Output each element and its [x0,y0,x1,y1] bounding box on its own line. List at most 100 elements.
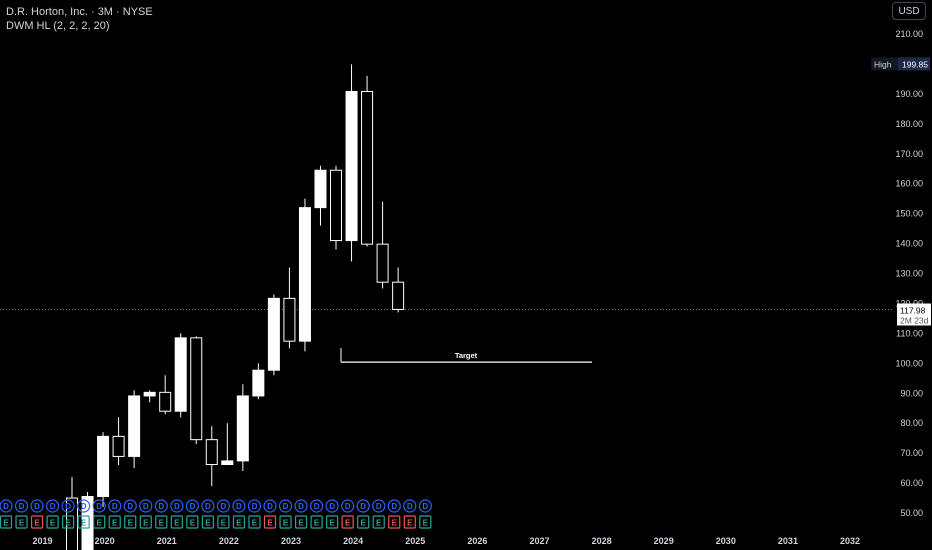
svg-text:D: D [329,502,335,511]
high-label: High [874,59,892,69]
svg-text:E: E [298,519,304,528]
earnings-marker[interactable]: E [201,515,214,529]
candle [236,384,249,472]
y-tick-label: 190.00 [895,89,923,99]
svg-text:D: D [205,502,211,511]
earnings-marker[interactable]: E [279,515,292,529]
candle-body [221,460,234,466]
candle-body [97,435,110,498]
dividend-marker[interactable]: D [216,499,231,513]
svg-text:D: D [407,502,413,511]
candle-body [205,439,218,466]
svg-text:E: E [423,519,429,528]
dividend-marker[interactable]: D [247,499,262,513]
svg-text:D: D [127,502,133,511]
x-tick-label: 2032 [840,536,860,546]
earnings-marker[interactable]: E [248,515,261,529]
candle-body [128,395,141,457]
dividend-marker[interactable]: D [108,499,122,513]
dividend-marker[interactable]: D [201,499,215,513]
dividend-marker[interactable]: D [278,499,293,513]
y-tick-label: 120.00 [895,298,923,308]
earnings-marker[interactable]: E [186,515,199,529]
earnings-marker[interactable]: E [326,515,339,529]
earnings-marker[interactable]: E [263,515,277,529]
dividend-marker[interactable]: D [356,499,370,513]
dividend-marker[interactable]: D [170,499,184,513]
svg-text:D: D [3,502,9,511]
earnings-marker[interactable]: E [217,515,230,529]
earnings-marker[interactable]: E [341,515,354,529]
earnings-marker[interactable]: E [170,515,183,529]
y-tick-label: 210.00 [895,29,923,39]
earnings-marker[interactable]: E [108,515,121,529]
svg-text:E: E [329,519,335,528]
earnings-marker[interactable]: E [372,515,385,529]
indicator-label[interactable]: DWM HL (2, 2, 2, 20) [6,20,110,32]
dividend-marker[interactable]: D [139,499,153,513]
dividend-marker[interactable]: D [0,499,13,513]
candle [221,423,234,466]
svg-text:E: E [361,519,367,528]
dividend-marker[interactable]: D [185,499,199,513]
earnings-marker[interactable]: E [232,515,246,529]
dividend-marker[interactable]: D [294,499,308,513]
earnings-marker[interactable]: E [30,515,44,529]
earnings-marker[interactable]: E [155,515,168,529]
earnings-marker[interactable]: E [93,515,106,529]
svg-text:E: E [190,519,196,528]
last-price-box [897,303,931,326]
currency-button[interactable]: USD [892,2,926,20]
candle [376,201,389,289]
earnings-marker[interactable]: E [403,515,416,529]
symbol-title[interactable]: D.R. Horton, Inc. · 3M · NYSE [6,6,153,18]
dividend-marker[interactable]: D [372,499,386,513]
earnings-marker[interactable]: E [0,515,13,529]
candle [392,267,405,313]
earnings-marker[interactable]: E [139,515,152,529]
candle [345,64,358,262]
dividend-marker[interactable]: D [403,499,417,513]
earnings-marker[interactable]: E [46,515,59,529]
dividend-marker[interactable]: D [263,499,277,513]
svg-text:D: D [112,502,118,511]
earnings-marker[interactable]: E [15,515,28,529]
earnings-marker[interactable]: E [388,515,401,529]
earnings-marker[interactable]: E [419,515,432,529]
last-price-value: 117.98 [900,305,926,315]
dividend-marker[interactable]: D [30,499,44,513]
dividend-marker[interactable]: D [232,499,246,513]
candle-body [252,369,265,397]
dividend-marker[interactable]: D [325,499,339,513]
y-tick-label: 110.00 [896,328,923,338]
dividend-marker[interactable]: D [45,499,60,513]
candle [205,426,218,487]
dividend-marker[interactable]: D [14,499,29,513]
dividend-marker[interactable]: D [92,499,106,513]
dividend-marker[interactable]: D [123,499,137,513]
dividend-marker[interactable]: D [61,499,75,513]
earnings-marker[interactable]: E [124,515,137,529]
candle [298,198,311,352]
target-label: Target [455,351,478,360]
earnings-marker[interactable]: E [294,515,308,529]
dividend-marker[interactable]: D [341,499,355,513]
svg-text:E: E [267,519,273,528]
dividend-marker[interactable]: D [310,499,324,513]
dividend-marker[interactable]: D [154,499,168,513]
svg-text:E: E [392,519,398,528]
earnings-marker[interactable]: E [62,515,75,529]
y-tick-label: 130.00 [895,269,923,279]
candle [314,165,327,226]
candle [267,294,280,376]
dividend-marker[interactable]: D [418,499,432,513]
x-tick-label: 2020 [95,536,115,546]
earnings-marker[interactable]: E [310,515,323,529]
svg-text:E: E [314,519,320,528]
dividend-marker[interactable]: D [77,499,91,513]
x-tick-label: 2022 [219,536,239,546]
earnings-marker[interactable]: E [77,515,90,529]
earnings-marker[interactable]: E [357,515,370,529]
dividend-marker[interactable]: D [387,499,401,513]
